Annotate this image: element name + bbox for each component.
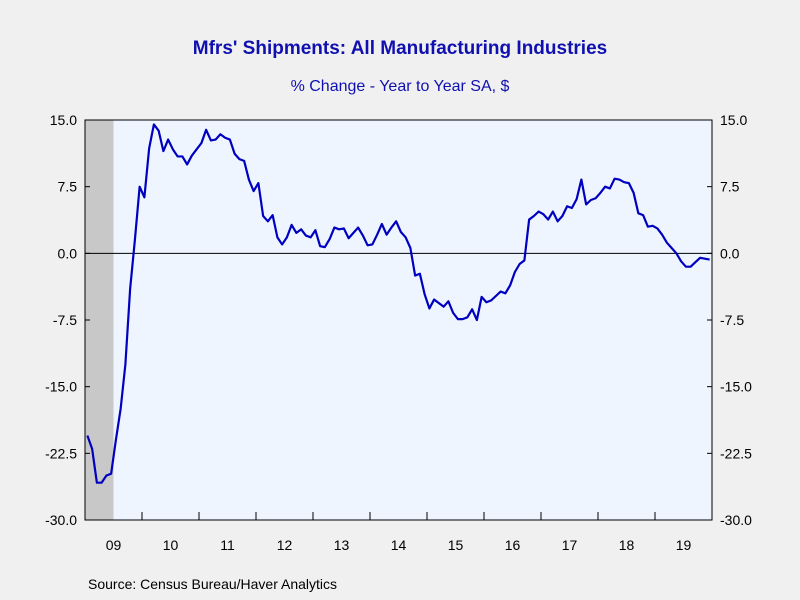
y-tick-label-right: 15.0	[720, 112, 747, 128]
chart-title: Mfrs' Shipments: All Manufacturing Indus…	[192, 38, 608, 59]
y-tick-label-right: -30.0	[720, 512, 752, 528]
x-tick-label: 16	[505, 537, 521, 553]
series-layer	[86, 123, 710, 484]
y-tick-label-left: -22.5	[45, 445, 77, 461]
chart-subtitle: % Change - Year to Year SA, $	[290, 78, 510, 95]
x-tick-label: 12	[277, 537, 293, 553]
x-tick-label: 13	[334, 537, 350, 553]
x-tick-label: 17	[562, 537, 578, 553]
y-tick-label-left: -15.0	[45, 379, 77, 395]
y-tick-label-right: -7.5	[720, 312, 744, 328]
y-tick-label-left: -7.5	[53, 312, 77, 328]
y-tick-label-left: 15.0	[50, 112, 77, 128]
y-tick-label-right: -15.0	[720, 379, 752, 395]
y-tick-label-right: -22.5	[720, 445, 752, 461]
y-tick-label-left: 7.5	[58, 179, 78, 195]
y-tick-label-right: 7.5	[720, 179, 740, 195]
series-line-0	[86, 123, 710, 484]
x-tick-label: 19	[676, 537, 692, 553]
chart-source: Source: Census Bureau/Haver Analytics	[88, 576, 338, 592]
y-tick-label-left: -30.0	[45, 512, 77, 528]
x-tick-label: 18	[619, 537, 635, 553]
y-tick-label-left: 0.0	[58, 245, 78, 261]
y-tick-label-right: 0.0	[720, 245, 740, 261]
x-tick-label: 14	[391, 537, 407, 553]
x-tick-label: 09	[106, 537, 122, 553]
axes-layer: 15.0 15.0 7.5 7.5 0.0 0.0 -7.5 -7.5 -15.0 -15.0 -2…	[45, 112, 752, 553]
x-tick-label: 10	[163, 537, 179, 553]
x-tick-label: 15	[448, 537, 464, 553]
x-tick-label: 11	[220, 537, 235, 553]
